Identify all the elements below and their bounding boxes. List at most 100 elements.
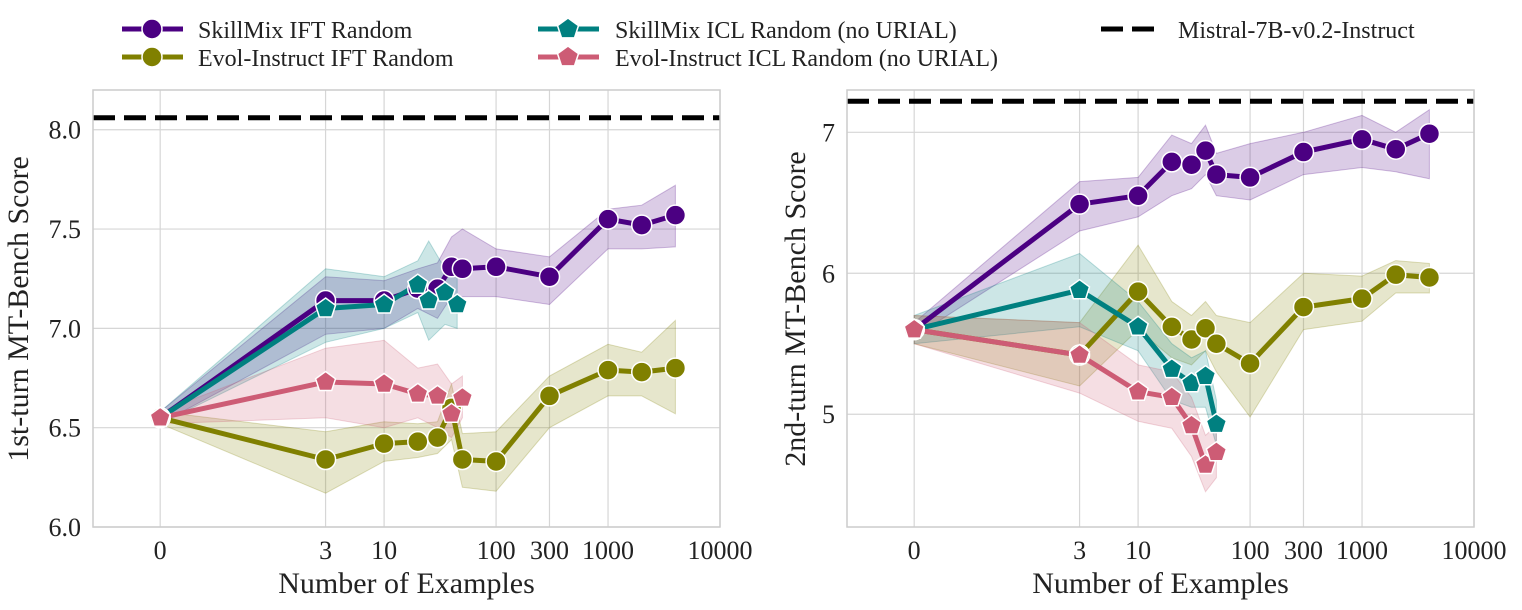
point-skillmix-icl-random-no-urial [373,293,395,314]
point-skillmix-ift-random [1161,151,1183,173]
legend-label-evol-icl: Evol-Instruct ICL Random (no URIAL) [615,46,998,72]
legend-swatch-evol-icl-marker [556,45,580,67]
point-skillmix-ift-random [451,258,474,280]
legend: SkillMix IFT Random Evol-Instruct IFT Ra… [122,17,1415,72]
point-evol-instruct-ift-random [1180,328,1203,351]
point-evol-instruct-ift-random [1127,280,1149,303]
band-evol-instruct-icl-random-no-urial [913,314,1217,493]
x-tick-label: 1000 [1336,536,1388,565]
x-tick-label: 3 [1073,536,1086,565]
point-evol-instruct-icl-random-no-urial [149,406,172,427]
band-evol-instruct-icl-random-no-urial [159,339,463,439]
legend-swatch-evol-ift-marker [141,46,163,68]
x-tick-label: 3 [319,536,332,565]
point-evol-instruct-ift-random [426,426,449,449]
point-evol-instruct-icl-random-no-urial [1068,343,1091,365]
x-axis-label: Number of Examples [278,567,535,600]
legend-label-evol-ift: Evol-Instruct IFT Random [198,46,454,72]
legend-swatch-skillmix-ift-marker [141,18,163,40]
x-tick-label: 0 [154,536,167,565]
point-evol-instruct-ift-random [1351,287,1373,310]
x-tick-label: 300 [1284,536,1323,565]
point-evol-instruct-ift-random [1194,317,1217,339]
point-evol-instruct-icl-random-no-urial [406,382,429,404]
point-skillmix-ift-random [1418,122,1441,145]
point-skillmix-ift-random [485,256,507,278]
point-skillmix-ift-random [1292,141,1315,163]
point-skillmix-ift-random [664,204,687,226]
point-skillmix-icl-random-no-urial [434,281,456,302]
point-evol-instruct-ift-random [1418,266,1441,289]
point-evol-instruct-ift-random [664,357,687,379]
point-evol-instruct-ift-random [1292,296,1315,318]
point-skillmix-ift-random [1194,139,1217,162]
legend-label-skillmix-icl: SkillMix ICL Random (no URIAL) [615,18,957,44]
point-evol-instruct-icl-random-no-urial [1180,414,1203,435]
point-skillmix-ift-random [630,214,653,236]
point-skillmix-icl-random-no-urial [1068,278,1091,300]
legend-label-mistral: Mistral-7B-v0.2-Instruct [1178,18,1415,44]
x-tick-label: 0 [908,536,921,565]
point-evol-instruct-ift-random [1384,263,1407,286]
y-tick-label: 5 [822,400,835,429]
point-evol-instruct-ift-random [451,448,474,471]
point-skillmix-ift-random [1384,138,1407,160]
point-evol-instruct-ift-random [1205,332,1228,355]
legend-item-skillmix-icl: SkillMix ICL Random (no URIAL) [538,17,957,44]
point-skillmix-ift-random [1180,153,1203,176]
point-evol-instruct-icl-random-no-urial [426,384,449,406]
point-evol-instruct-icl-random-no-urial [440,402,463,424]
band-skillmix-icl-random-no-urial [159,239,458,425]
y-tick-label: 8.0 [49,116,82,145]
point-evol-instruct-ift-random [1161,316,1183,338]
y-tick-label: 7 [822,118,835,147]
x-tick-label: 300 [530,536,569,565]
legend-item-skillmix-ift: SkillMix IFT Random [122,18,413,44]
point-skillmix-ift-random [538,265,561,288]
x-tick-label: 1000 [582,536,634,565]
x-tick-label: 10000 [1442,536,1507,565]
y-tick-label: 6 [822,259,835,288]
y-axis-label: 1st-turn MT-Bench Score [2,156,35,462]
chart-1st-turn: 0 3 10 100 300 1000 10000 6.0 6.5 7.0 7.5 8.0 Number… [2,89,753,600]
y-tick-label: 6.0 [49,513,82,542]
legend-item-evol-icl: Evol-Instruct ICL Random (no URIAL) [538,45,998,72]
legend-item-evol-ift: Evol-Instruct IFT Random [122,46,454,72]
point-skillmix-icl-random-no-urial [446,293,469,314]
point-skillmix-icl-random-no-urial [1127,315,1149,337]
x-axis-label: Number of Examples [1032,567,1289,600]
y-axis-label: 2nd-turn MT-Bench Score [779,151,812,467]
plot-frame [92,89,721,528]
point-evol-instruct-icl-random-no-urial [1205,440,1228,462]
x-tick-label: 100 [477,536,516,565]
point-skillmix-ift-random [1068,193,1091,215]
point-evol-instruct-icl-random-no-urial [903,318,926,339]
point-evol-instruct-icl-random-no-urial [314,370,337,392]
x-tick-label: 10000 [688,536,753,565]
point-evol-instruct-ift-random [407,430,429,453]
point-skillmix-icl-random-no-urial [406,273,429,294]
point-skillmix-ift-random [1351,128,1373,151]
x-tick-label: 10 [1125,536,1151,565]
x-tick-label: 100 [1231,536,1270,565]
point-evol-instruct-ift-random [597,359,619,381]
point-skillmix-ift-random [1205,163,1228,186]
point-skillmix-icl-random-no-urial [314,297,337,318]
point-evol-instruct-ift-random [538,385,561,407]
legend-item-mistral: Mistral-7B-v0.2-Instruct [1101,18,1415,44]
x-tick-label: 10 [371,536,397,565]
band-skillmix-ift-random [913,108,1430,338]
point-evol-instruct-ift-random [630,361,653,383]
point-evol-instruct-icl-random-no-urial [373,372,395,394]
band-skillmix-ift-random [159,184,676,425]
point-evol-instruct-icl-random-no-urial [1127,380,1149,401]
plot-frame [846,89,1475,528]
point-skillmix-ift-random [1239,166,1261,189]
point-skillmix-icl-random-no-urial [1194,364,1217,386]
y-tick-label: 6.5 [49,414,82,443]
point-skillmix-icl-random-no-urial [1205,412,1228,434]
point-evol-instruct-icl-random-no-urial [451,386,474,408]
chart-2nd-turn: 0 3 10 100 300 1000 10000 5 6 7 Number of Examples… [779,89,1507,600]
legend-label-skillmix-ift: SkillMix IFT Random [198,18,413,44]
